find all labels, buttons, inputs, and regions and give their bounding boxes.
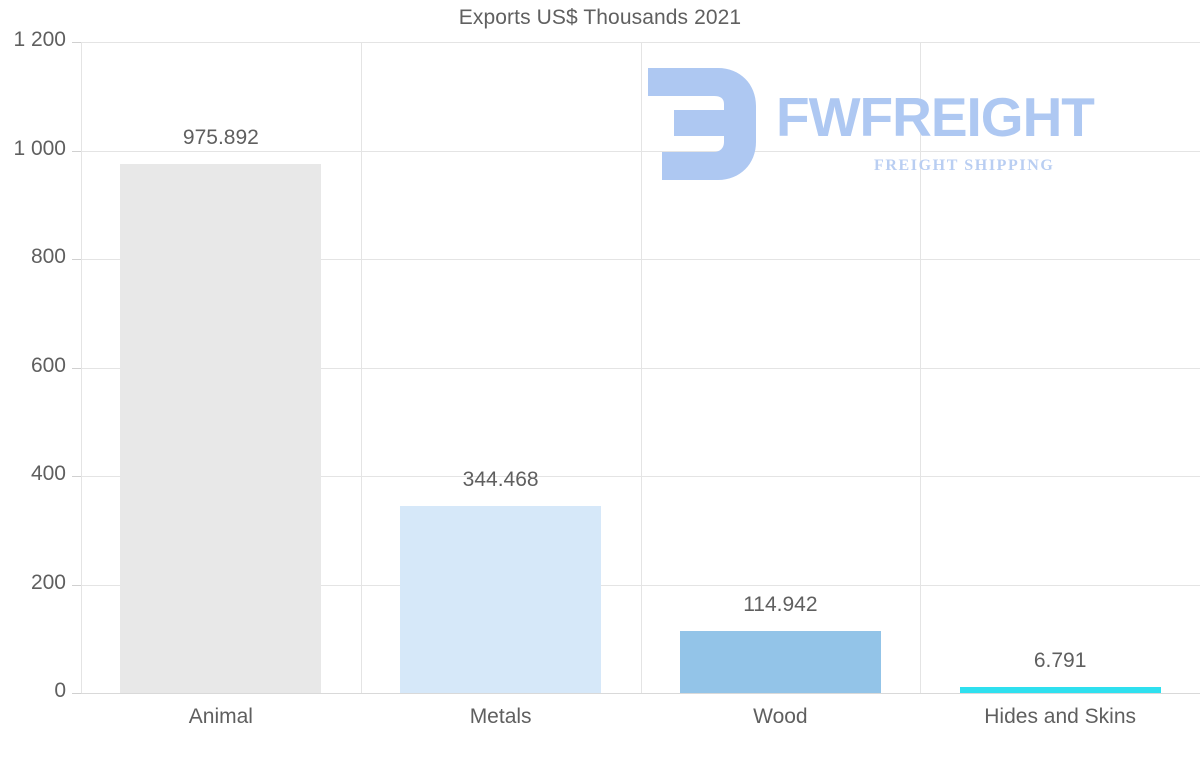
bar[interactable] <box>679 630 881 693</box>
gridline-vertical <box>641 42 642 693</box>
x-axis-category-label: Metals <box>469 705 532 728</box>
y-axis-tick <box>72 693 81 694</box>
gridline-horizontal <box>81 693 1200 694</box>
bar[interactable] <box>959 687 1161 693</box>
plot-area <box>81 42 1200 694</box>
y-axis-tick-label: 400 <box>30 462 66 485</box>
y-axis-tick <box>72 584 81 586</box>
bar[interactable] <box>120 163 322 693</box>
gridline-horizontal <box>81 259 1200 260</box>
y-axis-tick-label: 1 200 <box>13 28 66 51</box>
y-axis-tick <box>72 476 81 477</box>
y-axis-tick <box>72 42 81 43</box>
gridline-horizontal <box>81 584 1200 586</box>
y-axis-tick-label: 1 000 <box>13 136 66 160</box>
y-axis-tick-label: 0 <box>54 679 66 702</box>
bar-value-label: 6.791 <box>1033 649 1087 672</box>
bar-value-label: 344.468 <box>462 468 539 492</box>
y-axis-tick-label: 600 <box>30 353 66 377</box>
bar-value-label: 975.892 <box>182 125 259 149</box>
gridline-vertical <box>920 42 921 693</box>
gridline-vertical <box>361 42 362 693</box>
gridline-horizontal <box>81 367 1200 369</box>
bar-value-label: 114.942 <box>743 592 818 616</box>
gridline-horizontal <box>81 476 1200 477</box>
y-axis-tick <box>72 367 81 369</box>
y-axis-tick <box>72 259 81 260</box>
chart-title: Exports US$ Thousands 2021 <box>458 6 742 29</box>
x-axis-category-label: Animal <box>188 705 253 728</box>
gridline-vertical <box>81 42 82 693</box>
bar[interactable] <box>400 506 602 693</box>
y-axis-tick <box>72 150 81 152</box>
x-axis-category-label: Hides and Skins <box>984 705 1136 728</box>
x-axis-category-label: Wood <box>753 705 808 728</box>
gridline-horizontal <box>81 42 1200 43</box>
y-axis-tick-label: 800 <box>30 245 66 268</box>
y-axis-tick-label: 200 <box>30 570 66 594</box>
gridline-horizontal <box>81 150 1200 152</box>
